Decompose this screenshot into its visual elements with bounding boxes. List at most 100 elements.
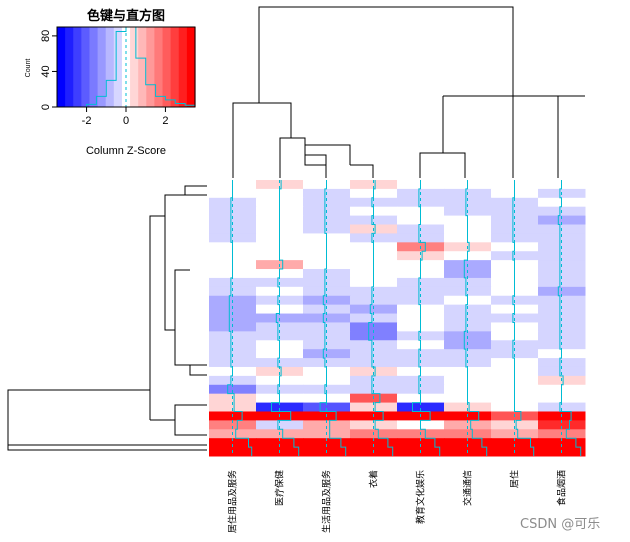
key-band [57,27,66,107]
key-x-tick-label: -2 [82,115,92,127]
key-y-tick-label: 0 [40,104,52,110]
heatmap-cell [303,304,351,315]
heatmap-cell [538,269,586,279]
heatmap-cell [397,402,445,412]
row-dendro-root [7,389,207,451]
key-band [105,27,115,107]
heatmap-cell [538,215,586,226]
heatmap-cell [538,402,586,412]
column-label: 居住 [509,470,521,488]
heatmap-cell [397,197,445,208]
watermark: CSDN @可乐 [520,517,600,532]
heatmap-cell [256,366,304,377]
column-trace-lines [227,180,582,456]
key-band [186,27,196,107]
heatmap-cell [303,215,351,226]
heatmap-cell [350,322,398,332]
heatmap-cell [256,438,304,448]
key-band [154,27,164,107]
heatmap-cell [303,349,351,359]
heatmap-cell [491,233,539,243]
heatmap-cell [350,402,398,412]
column-label: 食品烟酒 [556,470,568,506]
heatmap-cell [538,366,586,377]
heatmap-cell [538,233,586,243]
heatmap-cell [491,438,539,448]
heatmap-cell [397,349,445,359]
heatmap-cell [538,322,586,332]
heatmap-cell [209,384,257,395]
column-label: 居住用品及服务 [227,470,239,533]
key-band [97,27,107,107]
key-band [89,27,99,107]
column-label: 衣着 [368,470,380,488]
heatmap-cell [444,304,492,315]
heatmap-cell [256,180,304,190]
row-dendro-h [7,444,207,450]
heatmap-cell [209,322,257,332]
col-dendro-root [258,6,514,103]
row-dendro-a [164,185,207,216]
row-dendro-g [174,420,207,436]
col-dendro-col4-joint [305,144,351,165]
key-y-tick-label: 80 [40,30,52,42]
key-band [162,27,172,107]
column-dendrogram [232,6,585,178]
column-label: 交通通信 [462,470,474,506]
key-title: 色键与直方图 [87,8,165,24]
heatmap-cell [256,384,304,395]
heatmap-cell [303,402,351,412]
key-band [65,27,74,107]
col-dendro-col3-joint [304,145,327,178]
heatmap-cell [444,420,492,430]
key-x-tick-label: 0 [123,115,129,127]
key-band [178,27,188,107]
row-dendro-f [150,404,207,421]
key-band [146,27,156,107]
column-label: 教育文化娱乐 [415,470,427,524]
heatmap-cell [303,420,351,430]
heatmap-cell [538,304,586,315]
heatmap-cell [209,438,257,448]
heatmap-cell [350,384,398,395]
col-dendro-left-top [232,102,292,138]
col-dendro-col56 [419,152,466,178]
heatmap-cell [397,251,445,261]
heatmap-cell [491,197,539,208]
heatmap-cell [350,286,398,297]
heatmap-cell [350,349,398,359]
heatmap-cell [491,215,539,226]
heatmap-cell [303,438,351,448]
heatmap-cell [350,215,398,226]
heatmap-cell [209,286,257,297]
heatmap-cell [397,384,445,395]
heatmap-cell [444,269,492,279]
heatmap-cell [444,322,492,332]
key-band [130,27,139,107]
heatmap-cell [303,197,351,208]
column-trace [512,180,535,456]
heatmap-cell [350,366,398,377]
key-band [121,27,131,107]
column-trace [368,180,394,456]
heatmap-cell [444,438,492,448]
column-label: 生活用品及服务 [321,470,333,533]
key-x-label: Column Z-Score [86,145,166,157]
heatmap-cell [350,304,398,315]
key-band [113,27,123,107]
heatmap-cell [538,438,586,448]
key-band [138,27,147,107]
key-y-label: Count [25,59,32,78]
column-trace [412,180,441,456]
heatmap-cell [350,438,398,448]
heatmap-cell [209,304,257,315]
col-dendro-left-mid [279,137,306,155]
column-label: 医疗保健 [274,470,286,506]
heatmap-cell [444,349,492,359]
heatmap-cell [397,438,445,448]
heatmap-cell [397,233,445,243]
column-trace [557,180,582,456]
heatmap-cell [303,269,351,279]
heatmap-cell [350,197,398,208]
